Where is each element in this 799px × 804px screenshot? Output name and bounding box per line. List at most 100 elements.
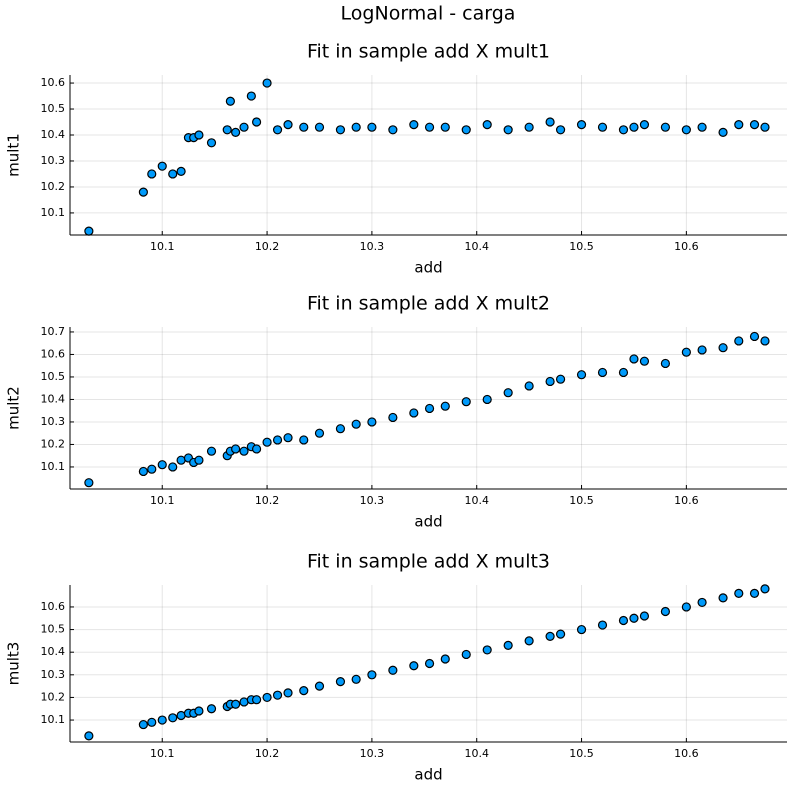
point [147, 464, 157, 474]
point [718, 343, 728, 353]
point [482, 394, 492, 405]
point [388, 665, 398, 675]
point [424, 122, 435, 132]
x-tick-label: 10.3 [360, 747, 385, 760]
y-tick-label: 10.1 [41, 713, 66, 726]
point [147, 169, 157, 179]
y-axis-label: mult3 [5, 642, 23, 686]
point [461, 397, 471, 407]
subplot-title: Fit in sample add X mult3 [307, 551, 550, 573]
point [299, 435, 309, 445]
point [749, 588, 760, 598]
point [231, 127, 241, 138]
point [84, 478, 94, 488]
y-axis-label: mult1 [5, 133, 23, 177]
point [272, 435, 283, 445]
point [206, 446, 217, 456]
point [262, 437, 272, 447]
point [176, 166, 186, 176]
point [251, 695, 262, 705]
x-tick-label: 10.5 [569, 747, 594, 760]
point [225, 96, 235, 106]
point [222, 125, 232, 135]
point [138, 719, 148, 730]
point [168, 462, 178, 472]
point [251, 117, 262, 127]
point [697, 345, 707, 355]
point [524, 636, 534, 646]
x-tick-label: 10.6 [674, 240, 699, 253]
y-tick-label: 10.2 [41, 437, 66, 450]
point [639, 611, 650, 621]
point [157, 161, 167, 171]
point [283, 433, 293, 443]
x-tick-label: 10.2 [255, 747, 280, 760]
y-tick-label: 10.6 [41, 76, 66, 89]
x-axis-label: add [414, 766, 442, 784]
point [367, 122, 377, 132]
point [409, 120, 419, 130]
point [351, 122, 361, 132]
y-tick-label: 10.6 [41, 600, 66, 613]
x-tick-label: 10.1 [150, 494, 175, 507]
point [138, 187, 148, 197]
x-tick-label: 10.4 [464, 747, 489, 760]
point [503, 388, 513, 398]
x-tick-label: 10.2 [255, 240, 280, 253]
point [251, 444, 262, 454]
point [409, 408, 419, 418]
point [734, 336, 744, 346]
y-tick-label: 10.5 [41, 370, 66, 383]
point [299, 122, 309, 132]
point [555, 125, 566, 135]
point [440, 654, 450, 664]
figure-title: LogNormal - carga [341, 3, 516, 25]
x-tick-label: 10.3 [360, 240, 385, 253]
point [503, 640, 513, 651]
x-axis-label: add [414, 259, 442, 277]
point [760, 584, 770, 594]
point [314, 428, 325, 438]
point [555, 629, 566, 639]
point [597, 620, 608, 630]
point [239, 122, 249, 132]
point [749, 120, 760, 130]
point [194, 130, 204, 140]
point [555, 374, 566, 384]
y-tick-label: 10.3 [41, 668, 66, 681]
y-tick-label: 10.2 [41, 180, 66, 193]
point [618, 125, 629, 135]
point [231, 699, 241, 709]
point [283, 688, 293, 698]
point [629, 122, 639, 132]
y-tick-label: 10.5 [41, 102, 66, 115]
y-tick-label: 10.7 [41, 325, 66, 338]
point [138, 466, 148, 477]
point [718, 593, 728, 603]
x-tick-label: 10.5 [569, 494, 594, 507]
point [206, 704, 217, 714]
point [367, 417, 377, 427]
point [576, 370, 587, 380]
y-tick-label: 10.1 [41, 206, 66, 219]
point [461, 649, 471, 660]
y-tick-label: 10.2 [41, 690, 66, 703]
point [639, 356, 650, 366]
point [194, 455, 204, 465]
point [314, 681, 325, 691]
point [239, 446, 249, 456]
point [681, 347, 691, 357]
point [545, 376, 555, 387]
point [440, 122, 450, 132]
point [482, 645, 492, 655]
point [314, 122, 325, 132]
point [597, 367, 608, 378]
point [168, 169, 178, 179]
point [299, 686, 309, 696]
point [351, 674, 361, 684]
point [409, 661, 419, 671]
point [424, 403, 435, 414]
point [157, 460, 167, 470]
point [262, 692, 272, 703]
x-tick-label: 10.1 [150, 240, 175, 253]
